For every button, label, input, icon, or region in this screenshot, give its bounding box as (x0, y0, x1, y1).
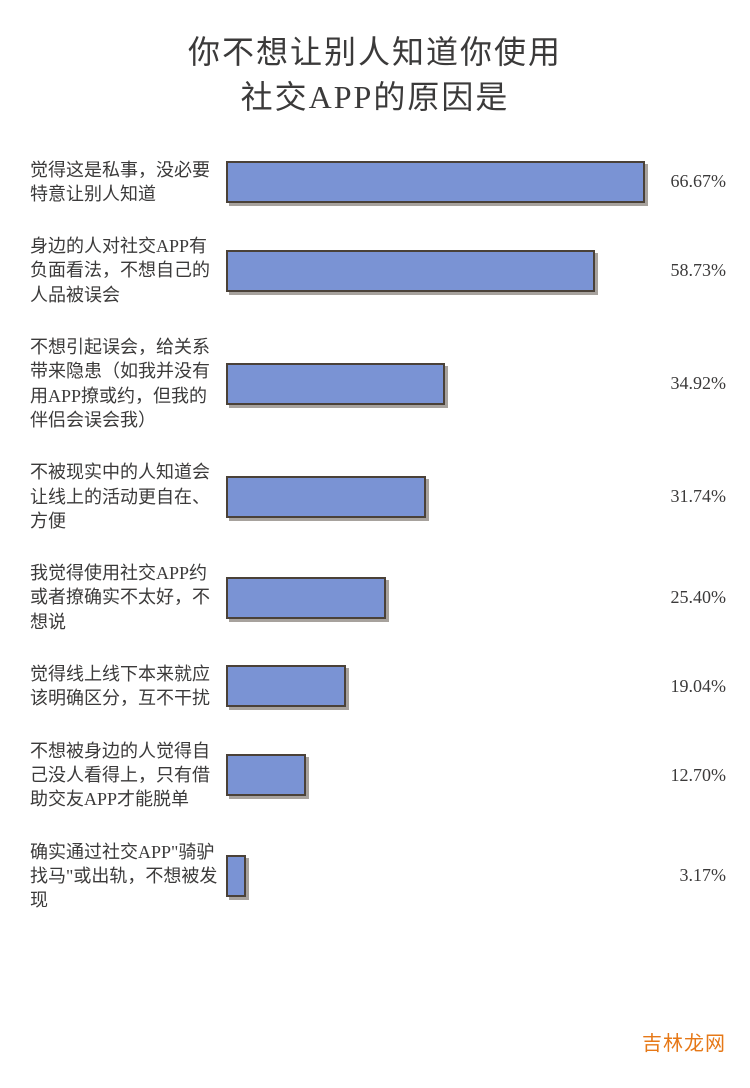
bar-label: 不想被身边的人觉得自己没人看得上，只有借助交友APP才能脱单 (30, 739, 226, 812)
bar-row: 确实通过社交APP"骑驴找马"或出轨，不想被发现 3.17% (30, 840, 720, 913)
bar-row: 身边的人对社交APP有负面看法，不想自己的人品被误会 58.73% (30, 234, 720, 307)
bar-value: 12.70% (671, 765, 727, 786)
bar-row: 觉得这是私事，没必要特意让别人知道 66.67% (30, 158, 720, 207)
bar-value: 3.17% (680, 865, 727, 886)
bar-area: 3.17% (226, 855, 720, 897)
bar-label: 身边的人对社交APP有负面看法，不想自己的人品被误会 (30, 234, 226, 307)
bar-value: 58.73% (671, 260, 727, 281)
title-line2: 社交APP的原因是 (241, 79, 510, 115)
bar-row: 觉得线上线下本来就应该明确区分，互不干扰 19.04% (30, 662, 720, 711)
bar-label: 觉得线上线下本来就应该明确区分，互不干扰 (30, 662, 226, 711)
bar-row: 不想被身边的人觉得自己没人看得上，只有借助交友APP才能脱单 12.70% (30, 739, 720, 812)
bar-label: 觉得这是私事，没必要特意让别人知道 (30, 158, 226, 207)
bar-label: 不想引起误会，给关系带来隐患（如我并没有用APP撩或约，但我的伴侣会误会我） (30, 335, 226, 432)
bar-label: 我觉得使用社交APP约或者撩确实不太好，不想说 (30, 561, 226, 634)
bar (226, 363, 445, 405)
bar-value: 25.40% (671, 587, 727, 608)
bar (226, 754, 306, 796)
watermark-text: 吉林龙网 (642, 1027, 726, 1056)
bar (226, 476, 426, 518)
bar (226, 577, 386, 619)
bar (226, 161, 645, 203)
bar-area: 58.73% (226, 250, 720, 292)
bar-area: 25.40% (226, 577, 720, 619)
bar-row: 不被现实中的人知道会让线上的活动更自在、方便 31.74% (30, 460, 720, 533)
bar (226, 855, 246, 897)
bar-area: 31.74% (226, 476, 720, 518)
bar-label: 确实通过社交APP"骑驴找马"或出轨，不想被发现 (30, 840, 226, 913)
bar-value: 19.04% (671, 676, 727, 697)
bar-value: 31.74% (671, 486, 727, 507)
bar (226, 250, 595, 292)
bar-chart: 觉得这是私事，没必要特意让别人知道 66.67% 身边的人对社交APP有负面看法… (20, 158, 730, 913)
bar (226, 665, 346, 707)
bar-area: 34.92% (226, 363, 720, 405)
bar-area: 12.70% (226, 754, 720, 796)
chart-title: 你不想让别人知道你使用 社交APP的原因是 (20, 30, 730, 120)
bar-value: 34.92% (671, 373, 727, 394)
bar-row: 我觉得使用社交APP约或者撩确实不太好，不想说 25.40% (30, 561, 720, 634)
bar-area: 19.04% (226, 665, 720, 707)
bar-label: 不被现实中的人知道会让线上的活动更自在、方便 (30, 460, 226, 533)
title-line1: 你不想让别人知道你使用 (188, 34, 562, 70)
bar-value: 66.67% (671, 171, 727, 192)
bar-row: 不想引起误会，给关系带来隐患（如我并没有用APP撩或约，但我的伴侣会误会我） 3… (30, 335, 720, 432)
bar-area: 66.67% (226, 161, 720, 203)
